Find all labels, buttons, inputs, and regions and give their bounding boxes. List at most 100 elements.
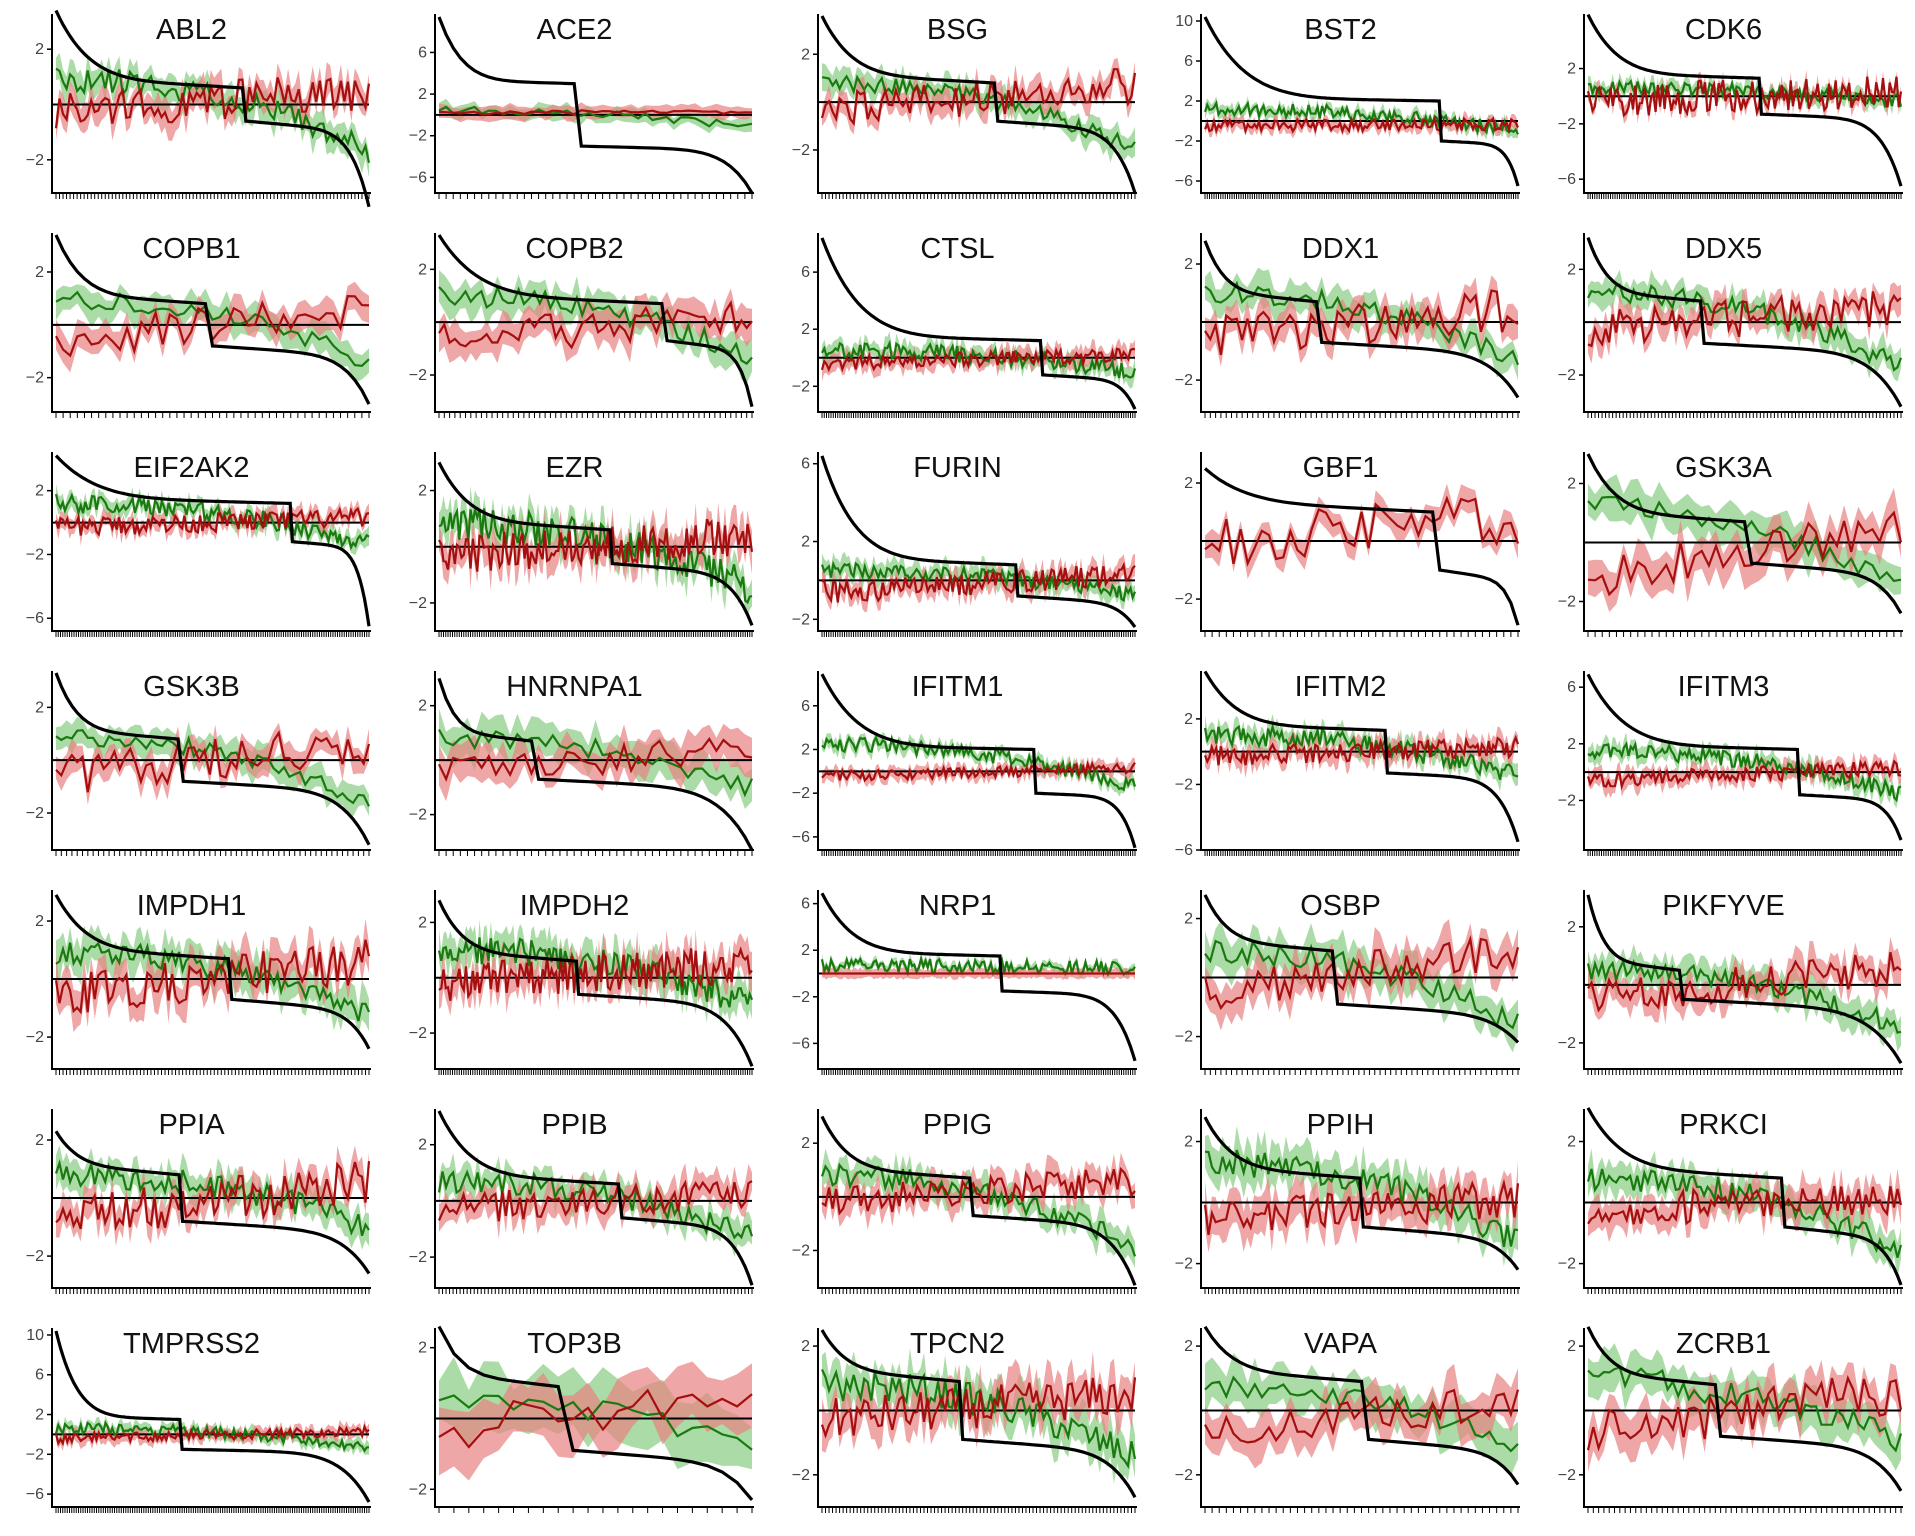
x-axis-ticks [1204, 1069, 1519, 1075]
chart-svg: −2 2 [1175, 1109, 1520, 1294]
x-axis-ticks [55, 1069, 370, 1075]
green-series-line [438, 1394, 753, 1451]
panel-pikfyve: −2 2 PIKFYVE [1532, 876, 1915, 1095]
median-curve [820, 1115, 1137, 1286]
chart-svg: −2 2 6 [792, 452, 1137, 637]
y-tick-label: −2 [792, 611, 810, 628]
y-tick-label: −2 [792, 1467, 810, 1484]
y-tick-label: −2 [1558, 594, 1576, 611]
green-series-line [438, 729, 754, 798]
y-tick-label: 2 [35, 41, 44, 58]
green-series-line [1203, 99, 1519, 136]
median-curve [1586, 453, 1903, 615]
red-series-line [1586, 76, 1903, 118]
x-axis-ticks [1587, 1069, 1902, 1075]
chart-svg: −2 2 [1175, 452, 1520, 637]
green-series-line [1204, 280, 1520, 366]
y-tick-label: 2 [801, 1338, 810, 1355]
red-series-line [438, 737, 753, 783]
y-tick-label: 2 [1184, 1338, 1193, 1355]
y-tick-label: −2 [409, 367, 427, 384]
red-series-line [1204, 289, 1519, 356]
panel-copb2: −2 2 COPB2 [383, 219, 766, 438]
green-band [439, 270, 752, 384]
red-series-line [1586, 1374, 1903, 1452]
x-axis-ticks [1587, 631, 1902, 637]
median-curve [437, 677, 754, 851]
x-axis-ticks [1587, 850, 1902, 856]
chart-svg: −2 2 [1175, 233, 1520, 418]
green-band [1588, 1148, 1901, 1278]
red-series-line [55, 729, 371, 793]
y-tick-label: −6 [26, 610, 44, 627]
y-tick-label: −2 [409, 1249, 427, 1266]
red-series-line [1587, 291, 1902, 348]
x-axis-ticks [438, 193, 753, 199]
y-tick-label: 2 [35, 913, 44, 930]
green-series-line [55, 290, 370, 367]
x-axis-ticks [821, 1069, 1136, 1075]
y-tick-label: −2 [1175, 1467, 1193, 1484]
panel-ppih: −2 2 PPIH [1149, 1095, 1532, 1314]
panel-ddx1: −2 2 DDX1 [1149, 219, 1532, 438]
panel-ppig: −2 2 PPIG [766, 1095, 1149, 1314]
y-tick-label: −2 [792, 1242, 810, 1259]
chart-svg: −2 2 [1175, 1325, 1520, 1513]
panel-abl2: −2 2 ABL2 [0, 0, 383, 219]
y-tick-label: −2 [409, 595, 427, 612]
median-curve [1203, 467, 1520, 626]
green-series-line [1587, 78, 1903, 108]
y-tick-label: 2 [801, 46, 810, 63]
y-tick-label: −6 [409, 169, 427, 186]
red-band [439, 929, 752, 1016]
chart-svg: −2 2 6 [792, 233, 1137, 418]
red-series-line [821, 1166, 1136, 1216]
red-series-line [438, 518, 754, 572]
green-series-line [54, 1420, 370, 1453]
y-tick-label: 6 [801, 698, 810, 715]
y-tick-label: 6 [801, 456, 810, 473]
y-tick-label: −6 [792, 829, 810, 846]
y-tick-label: 2 [35, 1407, 44, 1424]
panel-tmprss2: −6 −2 2 6 10 TMPRSS2 [0, 1314, 383, 1533]
panel-ppib: −2 2 PPIB [383, 1095, 766, 1314]
chart-svg: −2 2 [26, 1109, 371, 1294]
panel-ezr: −2 2 EZR [383, 438, 766, 657]
chart-svg: −2 2 [409, 1109, 754, 1294]
panel-eif2ak2: −6 −2 2 EIF2AK2 [0, 438, 383, 657]
panel-ace2: −6 −2 2 6 ACE2 [383, 0, 766, 219]
y-tick-label: 2 [801, 321, 810, 338]
panel-ifitm1: −6 −2 2 6 IFITM1 [766, 657, 1149, 876]
y-tick-label: −6 [1175, 842, 1193, 859]
panel-cdk6: −6 −2 2 CDK6 [1532, 0, 1915, 219]
red-series-line [820, 1377, 1137, 1439]
chart-svg: −6 −2 2 6 10 [1175, 13, 1520, 199]
median-curve [54, 672, 371, 846]
chart-svg: −2 2 [26, 9, 371, 208]
y-tick-label: −2 [26, 370, 44, 387]
panel-tpcn2: −2 2 TPCN2 [766, 1314, 1149, 1533]
y-tick-label: −2 [1175, 1256, 1193, 1273]
median-curve [1586, 894, 1903, 1065]
red-series-line [1204, 495, 1520, 567]
y-tick-label: −2 [792, 785, 810, 802]
chart-svg: −2 2 [409, 1325, 754, 1513]
x-axis-ticks [438, 631, 753, 637]
median-curve [437, 899, 754, 1067]
y-tick-label: 2 [1567, 476, 1576, 493]
median-curve [1203, 894, 1520, 1044]
x-axis-ticks [55, 193, 370, 199]
panel-bst2: −6 −2 2 6 10 BST2 [1149, 0, 1532, 219]
red-series-line [820, 68, 1137, 127]
x-axis-ticks [1204, 412, 1519, 418]
y-tick-label: −2 [1175, 776, 1193, 793]
y-tick-label: 2 [35, 264, 44, 281]
y-tick-label: −2 [26, 1029, 44, 1046]
x-axis-ticks [55, 412, 370, 418]
red-series-line [438, 1388, 753, 1449]
panel-ifitm3: −2 2 6 IFITM3 [1532, 657, 1915, 876]
y-tick-label: 2 [1184, 93, 1193, 110]
panel-vapa: −2 2 VAPA [1149, 1314, 1532, 1533]
x-axis-ticks [821, 193, 1136, 199]
